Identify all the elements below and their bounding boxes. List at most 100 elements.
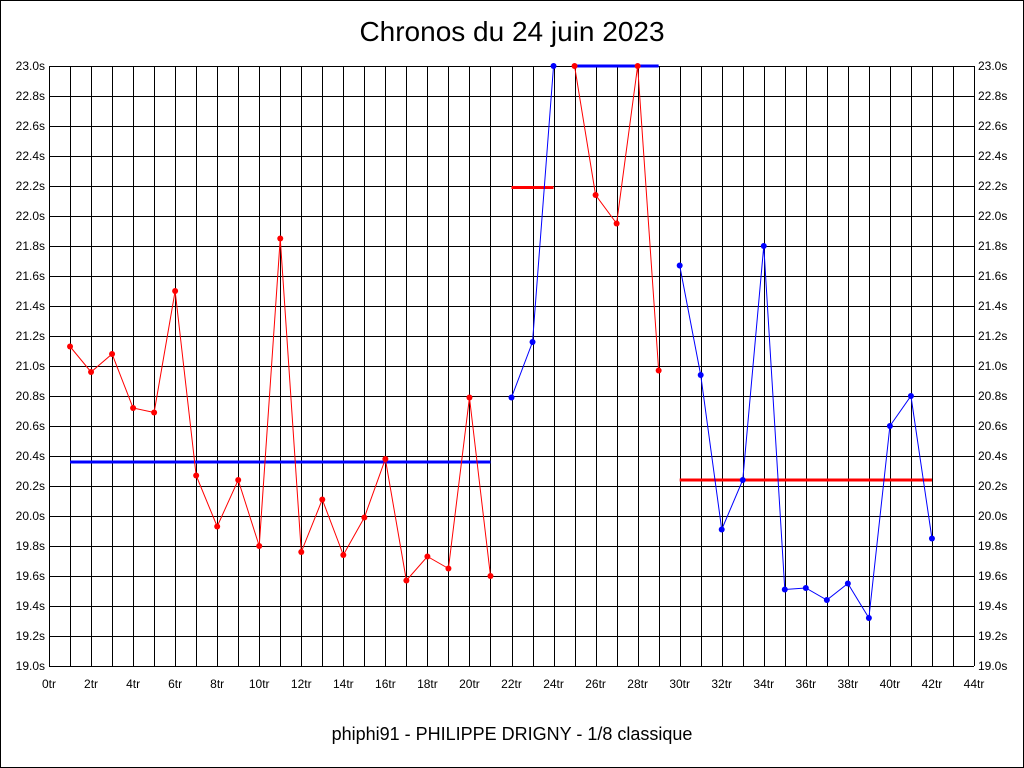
data-point: [130, 405, 137, 411]
y-tick-label-right: 21.8s: [978, 239, 1007, 253]
y-tick-label-right: 22.2s: [978, 179, 1007, 193]
data-point: [487, 573, 494, 579]
x-tick-label: 12tr: [291, 677, 312, 691]
y-tick-label-left: 19.8s: [16, 539, 45, 553]
y-tick-label-left: 21.8s: [16, 239, 45, 253]
data-point: [571, 63, 578, 69]
data-point: [844, 580, 851, 587]
y-tick-label-right: 21.2s: [978, 329, 1007, 343]
x-tick-label: 6tr: [168, 677, 182, 691]
data-point: [319, 496, 326, 503]
x-tick-label: 14tr: [333, 677, 354, 691]
x-tick-label: 42tr: [922, 677, 943, 691]
data-point: [214, 523, 221, 530]
y-tick-label-right: 20.8s: [978, 389, 1007, 403]
x-tick-label: 20tr: [459, 677, 480, 691]
data-point: [88, 369, 95, 375]
data-point: [466, 394, 473, 401]
y-tick-label-left: 20.8s: [16, 389, 45, 403]
data-point: [403, 577, 410, 584]
data-point: [634, 63, 641, 69]
x-tick-label: 34tr: [753, 677, 774, 691]
data-point: [655, 367, 662, 374]
data-point: [277, 235, 284, 242]
y-tick-label-left: 22.8s: [16, 89, 45, 103]
x-tick-label: 24tr: [543, 677, 564, 691]
series-line: [679, 245, 933, 620]
y-tick-label-left: 22.6s: [16, 119, 45, 133]
data-point: [340, 552, 347, 558]
data-point: [886, 423, 893, 429]
y-tick-label-left: 19.2s: [16, 629, 45, 643]
data-point: [928, 535, 935, 542]
x-tick-label: 38tr: [838, 677, 859, 691]
data-point: [739, 477, 746, 483]
data-point: [781, 586, 788, 593]
data-point: [529, 339, 536, 345]
x-tick-label: 2tr: [84, 677, 98, 691]
data-point: [445, 565, 452, 572]
data-point: [550, 63, 557, 69]
x-tick-label: 28tr: [627, 677, 648, 691]
y-tick-label-right: 21.6s: [978, 269, 1007, 283]
data-point: [424, 553, 431, 560]
y-tick-label-left: 20.0s: [16, 509, 45, 523]
chart-title: Chronos du 24 juin 2023: [359, 16, 665, 47]
series-line: [511, 65, 555, 398]
data-point: [823, 597, 830, 603]
x-tick-label: 44tr: [964, 677, 985, 691]
y-tick-label-left: 22.2s: [16, 179, 45, 193]
y-tick-label-right: 21.0s: [978, 359, 1007, 373]
x-tick-label: 8tr: [210, 677, 224, 691]
y-tick-label-left: 20.6s: [16, 419, 45, 433]
data-point: [697, 372, 704, 378]
data-point: [256, 543, 263, 549]
data-point: [298, 549, 305, 555]
y-tick-label-right: 22.8s: [978, 89, 1007, 103]
y-tick-label-right: 22.4s: [978, 149, 1007, 163]
data-point: [718, 526, 725, 533]
data-point: [802, 585, 809, 591]
x-tick-label: 40tr: [880, 677, 901, 691]
x-tick-label: 26tr: [585, 677, 606, 691]
y-tick-label-right: 20.2s: [978, 479, 1007, 493]
data-point: [382, 456, 389, 462]
y-tick-label-right: 19.8s: [978, 539, 1007, 553]
x-tick-label: 4tr: [126, 677, 140, 691]
data-point: [613, 220, 620, 227]
y-tick-label-right: 19.0s: [978, 659, 1007, 673]
data-point: [508, 394, 515, 401]
y-tick-label-right: 22.6s: [978, 119, 1007, 133]
data-point: [193, 472, 200, 479]
y-tick-label-left: 19.4s: [16, 599, 45, 613]
y-tick-label-right: 20.6s: [978, 419, 1007, 433]
data-point: [592, 192, 599, 198]
y-tick-label-left: 23.0s: [16, 59, 45, 73]
data-point: [760, 243, 767, 249]
data-point: [361, 514, 368, 521]
y-tick-label-right: 19.2s: [978, 629, 1007, 643]
y-tick-label-right: 19.4s: [978, 599, 1007, 613]
data-point: [151, 409, 158, 416]
x-tick-label: 0tr: [42, 677, 56, 691]
series-line: [574, 65, 660, 371]
y-tick-label-right: 20.4s: [978, 449, 1007, 463]
x-tick-label: 16tr: [375, 677, 396, 691]
x-tick-label: 30tr: [669, 677, 690, 691]
x-tick-label: 32tr: [711, 677, 732, 691]
data-point: [235, 477, 242, 483]
y-tick-label-left: 19.0s: [16, 659, 45, 673]
y-tick-label-right: 19.6s: [978, 569, 1007, 583]
y-tick-label-left: 20.2s: [16, 479, 45, 493]
y-tick-label-left: 20.4s: [16, 449, 45, 463]
data-point: [907, 393, 914, 399]
y-tick-label-left: 21.2s: [16, 329, 45, 343]
y-tick-label-left: 21.4s: [16, 299, 45, 313]
y-tick-label-left: 21.6s: [16, 269, 45, 283]
chart-subtitle: phiphi91 - PHILIPPE DRIGNY - 1/8 classiq…: [331, 724, 693, 744]
x-tick-label: 18tr: [417, 677, 438, 691]
y-tick-label-right: 21.4s: [978, 299, 1007, 313]
data-point: [676, 262, 683, 269]
y-tick-label-left: 19.6s: [16, 569, 45, 583]
